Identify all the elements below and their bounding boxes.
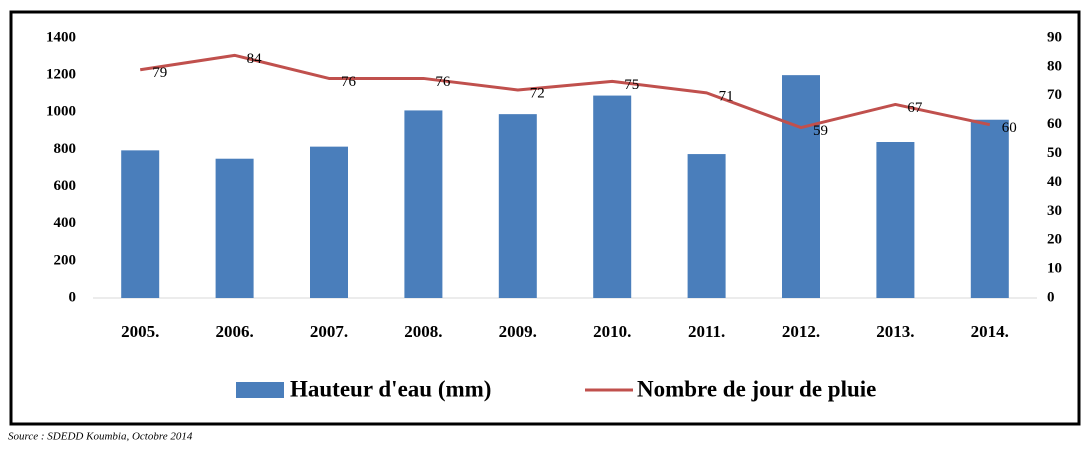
y2-tick-label: 50 — [1047, 145, 1062, 161]
data-label: 60 — [1002, 120, 1017, 136]
y2-tick-label: 20 — [1047, 232, 1062, 248]
y-tick-label: 1000 — [46, 104, 76, 120]
y-tick-label: 1400 — [46, 29, 76, 45]
y-tick-label: 200 — [54, 252, 77, 268]
x-tick-label: 2006. — [215, 322, 253, 341]
bar — [687, 154, 726, 298]
y2-tick-label: 30 — [1047, 203, 1062, 219]
x-tick-label: 2010. — [593, 322, 631, 341]
bar — [876, 142, 915, 298]
x-tick-label: 2011. — [688, 322, 725, 341]
y-tick-label: 1200 — [46, 67, 76, 83]
data-label: 76 — [435, 74, 451, 90]
y2-tick-label: 80 — [1047, 58, 1062, 74]
y-tick-label: 0 — [69, 289, 77, 305]
y-tick-label: 800 — [54, 141, 77, 157]
bar — [498, 114, 537, 299]
x-tick-label: 2007. — [310, 322, 348, 341]
bar — [404, 110, 443, 298]
legend-label: Nombre de jour de pluie — [637, 376, 876, 401]
y-tick-label: 400 — [54, 215, 77, 231]
data-label: 84 — [247, 51, 263, 67]
y2-tick-label: 60 — [1047, 116, 1062, 132]
bar — [782, 75, 820, 299]
y2-tick-label: 0 — [1047, 289, 1055, 305]
bar — [310, 146, 348, 298]
bar — [121, 150, 160, 298]
legend-label: Hauteur d'eau (mm) — [290, 376, 491, 401]
legend-swatch — [236, 382, 284, 398]
bar — [593, 95, 632, 298]
bar — [215, 158, 254, 298]
data-label: 75 — [624, 77, 639, 93]
y2-tick-label: 90 — [1047, 29, 1062, 45]
x-tick-label: 2014. — [971, 322, 1009, 341]
data-label: 72 — [530, 85, 545, 101]
data-label: 67 — [907, 100, 923, 116]
chart-frame — [9, 10, 1081, 426]
y2-tick-label: 40 — [1047, 174, 1062, 190]
data-label: 71 — [719, 88, 734, 104]
data-label: 76 — [341, 74, 357, 90]
y2-tick-label: 10 — [1047, 261, 1062, 277]
data-label: 59 — [813, 123, 828, 139]
x-tick-label: 2008. — [404, 322, 442, 341]
x-tick-label: 2005. — [121, 322, 159, 341]
x-tick-label: 2009. — [499, 322, 537, 341]
x-tick-label: 2012. — [782, 322, 820, 341]
y2-tick-label: 70 — [1047, 87, 1062, 103]
source-note: Source : SDEDD Koumbia, Octobre 2014 — [8, 431, 193, 443]
line — [139, 53, 991, 130]
x-tick-label: 2013. — [876, 322, 914, 341]
bar — [970, 119, 1009, 298]
data-label: 79 — [152, 65, 167, 81]
y-tick-label: 600 — [54, 178, 77, 194]
